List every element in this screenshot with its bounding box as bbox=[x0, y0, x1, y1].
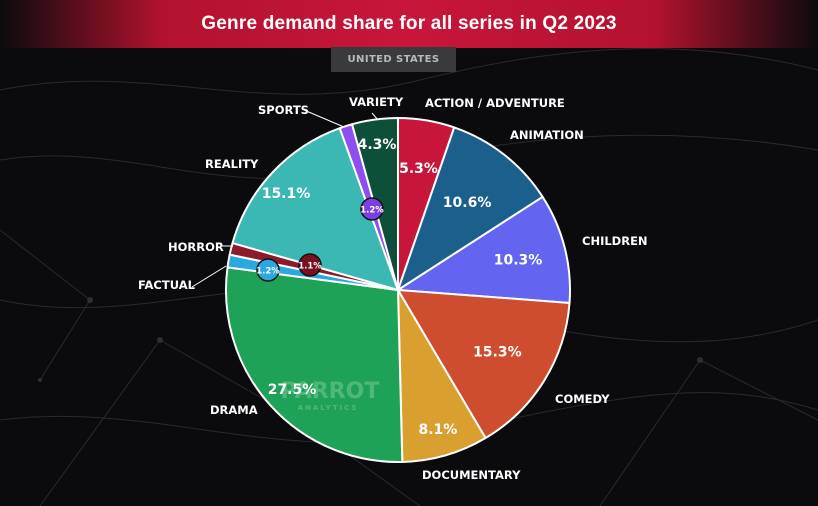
value-label-animation: 10.6% bbox=[443, 195, 492, 211]
category-label-action-adventure: ACTION / ADVENTURE bbox=[425, 96, 565, 110]
value-label-comedy: 15.3% bbox=[473, 345, 522, 361]
category-label-animation: ANIMATION bbox=[510, 128, 584, 142]
watermark: PARROT ANALYTICS bbox=[281, 379, 380, 412]
value-label-drama: 27.5% bbox=[268, 382, 317, 398]
category-label-drama: DRAMA bbox=[210, 403, 258, 417]
region-badge: UNITED STATES bbox=[331, 47, 456, 72]
slice-labels: 5.3% ACTION / ADVENTURE 10.6% ANIMATION 10.3… bbox=[138, 95, 648, 482]
category-label-children: CHILDREN bbox=[582, 234, 648, 248]
value-bubble-sports bbox=[360, 197, 384, 221]
leader-lines bbox=[191, 109, 379, 288]
pie-slices bbox=[225, 117, 571, 463]
value-label-horror: 1.1% bbox=[298, 262, 322, 272]
category-label-variety: VARIETY bbox=[349, 95, 404, 109]
value-label-factual: 1.2% bbox=[256, 267, 280, 277]
leader-line-sports bbox=[303, 109, 345, 128]
slice-documentary bbox=[397, 289, 487, 463]
value-bubble-factual bbox=[256, 258, 280, 282]
leader-line-factual bbox=[191, 265, 227, 288]
category-label-horror: HORROR bbox=[168, 240, 224, 254]
value-label-children: 10.3% bbox=[494, 253, 543, 269]
watermark-brand: PARROT bbox=[281, 379, 380, 404]
watermark-sub: ANALYTICS bbox=[298, 404, 359, 412]
slice-drama bbox=[225, 266, 404, 463]
category-label-documentary: DOCUMENTARY bbox=[422, 468, 521, 482]
slice-children bbox=[397, 195, 571, 304]
leader-line-variety bbox=[371, 112, 379, 121]
category-label-reality: REALITY bbox=[205, 157, 259, 171]
value-label-sports: 1.2% bbox=[360, 206, 384, 216]
slice-comedy bbox=[397, 289, 571, 440]
category-label-comedy: COMEDY bbox=[555, 392, 610, 406]
value-label-action-adventure: 5.3% bbox=[399, 161, 438, 177]
category-label-factual: FACTUAL bbox=[138, 278, 196, 292]
slice-reality bbox=[231, 127, 399, 291]
title-bar: Genre demand share for all series in Q2 … bbox=[0, 0, 818, 48]
value-label-reality: 15.1% bbox=[262, 186, 311, 202]
chart-title: Genre demand share for all series in Q2 … bbox=[201, 13, 617, 34]
value-bubble-horror bbox=[298, 253, 322, 277]
category-label-sports: SPORTS bbox=[258, 103, 309, 117]
value-label-documentary: 8.1% bbox=[418, 422, 457, 438]
slice-animation bbox=[397, 126, 544, 291]
value-label-variety: 4.3% bbox=[358, 137, 397, 153]
